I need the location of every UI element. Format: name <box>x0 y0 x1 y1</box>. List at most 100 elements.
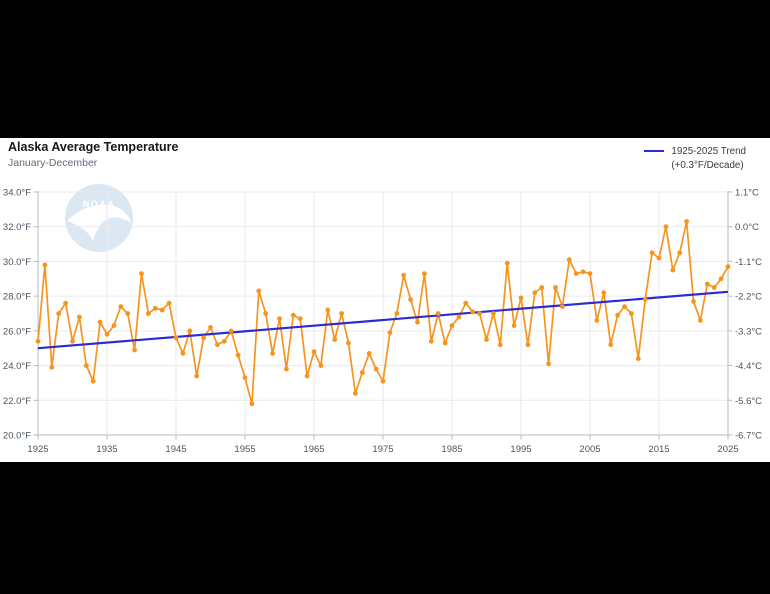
data-point-2010[interactable] <box>622 304 627 309</box>
data-point-1970[interactable] <box>346 340 351 346</box>
data-point-1933[interactable] <box>90 378 96 384</box>
data-point-1961[interactable] <box>284 366 289 372</box>
data-point-1980[interactable] <box>415 319 420 325</box>
data-point-1969[interactable] <box>339 311 344 316</box>
data-point-2007[interactable] <box>601 290 607 296</box>
data-point-2003[interactable] <box>573 271 579 276</box>
data-point-1946[interactable] <box>180 351 186 356</box>
data-point-1990[interactable] <box>484 337 489 342</box>
data-point-1979[interactable] <box>408 297 413 302</box>
data-point-1925[interactable] <box>35 338 41 344</box>
data-point-1988[interactable] <box>470 309 476 315</box>
data-point-1996[interactable] <box>525 342 531 348</box>
data-point-1938[interactable] <box>125 311 131 316</box>
data-point-1935[interactable] <box>104 331 110 337</box>
data-point-1992[interactable] <box>497 342 503 348</box>
data-point-2019[interactable] <box>684 219 689 224</box>
data-point-2024[interactable] <box>718 276 724 282</box>
data-point-1963[interactable] <box>297 316 303 322</box>
data-point-2009[interactable] <box>615 312 620 318</box>
data-point-1971[interactable] <box>353 390 358 396</box>
data-point-1953[interactable] <box>228 328 234 334</box>
data-point-1937[interactable] <box>118 304 124 309</box>
data-point-1962[interactable] <box>290 312 296 318</box>
data-point-1945[interactable] <box>173 335 179 341</box>
data-point-1994[interactable] <box>511 323 517 328</box>
data-point-2001[interactable] <box>560 304 565 309</box>
data-point-2004[interactable] <box>580 269 586 275</box>
data-point-2002[interactable] <box>566 257 572 263</box>
data-point-2025[interactable] <box>725 264 731 269</box>
data-point-1967[interactable] <box>325 307 331 313</box>
data-point-1959[interactable] <box>270 351 275 356</box>
data-point-1942[interactable] <box>152 305 158 311</box>
data-point-2017[interactable] <box>670 267 676 273</box>
data-point-1958[interactable] <box>263 311 269 316</box>
data-point-1984[interactable] <box>442 340 448 346</box>
data-point-1931[interactable] <box>77 314 82 320</box>
data-point-1929[interactable] <box>63 300 68 306</box>
data-point-1930[interactable] <box>70 338 75 344</box>
data-point-1952[interactable] <box>221 338 227 344</box>
data-point-2006[interactable] <box>594 318 600 323</box>
data-point-2016[interactable] <box>663 224 669 230</box>
data-point-2011[interactable] <box>629 311 634 316</box>
data-point-1950[interactable] <box>208 325 213 330</box>
data-point-1926[interactable] <box>42 262 48 268</box>
data-point-1981[interactable] <box>422 271 427 276</box>
data-point-2005[interactable] <box>587 271 593 276</box>
data-point-1943[interactable] <box>159 307 165 313</box>
data-point-1960[interactable] <box>277 316 282 322</box>
data-point-1982[interactable] <box>428 338 434 344</box>
data-point-2012[interactable] <box>635 356 641 361</box>
data-point-1983[interactable] <box>435 311 441 316</box>
data-point-1948[interactable] <box>194 373 200 379</box>
data-point-1939[interactable] <box>132 347 138 353</box>
data-point-1973[interactable] <box>366 351 372 356</box>
data-point-1964[interactable] <box>304 373 310 379</box>
data-point-2015[interactable] <box>656 255 662 261</box>
data-point-1956[interactable] <box>249 401 255 407</box>
data-point-1972[interactable] <box>359 370 365 375</box>
data-point-1974[interactable] <box>373 366 379 372</box>
data-point-1986[interactable] <box>456 314 462 320</box>
data-point-1966[interactable] <box>318 363 324 368</box>
data-point-1947[interactable] <box>187 328 193 334</box>
data-point-1995[interactable] <box>518 295 524 301</box>
data-point-1993[interactable] <box>504 260 510 266</box>
data-point-1928[interactable] <box>56 311 62 316</box>
data-point-2021[interactable] <box>698 318 703 323</box>
data-point-1968[interactable] <box>332 337 338 342</box>
data-point-1999[interactable] <box>546 361 551 367</box>
data-point-1957[interactable] <box>256 288 262 294</box>
data-point-1941[interactable] <box>146 311 151 316</box>
data-point-1987[interactable] <box>463 300 469 306</box>
data-point-1955[interactable] <box>242 375 248 381</box>
data-point-1934[interactable] <box>97 319 103 325</box>
data-point-2022[interactable] <box>704 281 710 287</box>
data-point-1944[interactable] <box>166 300 172 306</box>
data-point-1965[interactable] <box>311 349 317 355</box>
data-point-1949[interactable] <box>201 335 207 341</box>
data-point-1997[interactable] <box>532 290 538 296</box>
data-point-1954[interactable] <box>235 352 241 358</box>
data-point-2014[interactable] <box>649 250 655 256</box>
data-point-1978[interactable] <box>401 272 407 278</box>
data-point-2000[interactable] <box>553 285 558 290</box>
data-point-2023[interactable] <box>711 285 717 290</box>
data-point-1932[interactable] <box>83 363 89 368</box>
data-point-1976[interactable] <box>387 330 393 335</box>
data-point-2008[interactable] <box>608 342 614 348</box>
data-point-1927[interactable] <box>49 364 55 370</box>
data-point-1977[interactable] <box>394 311 400 316</box>
data-point-1989[interactable] <box>477 311 482 316</box>
data-point-1985[interactable] <box>449 323 455 328</box>
data-point-2020[interactable] <box>691 299 696 304</box>
data-point-1936[interactable] <box>111 323 117 328</box>
data-point-1998[interactable] <box>539 285 545 290</box>
data-point-1951[interactable] <box>215 342 220 348</box>
data-point-1940[interactable] <box>139 271 144 276</box>
data-point-2018[interactable] <box>677 250 683 256</box>
data-point-2013[interactable] <box>642 297 648 302</box>
